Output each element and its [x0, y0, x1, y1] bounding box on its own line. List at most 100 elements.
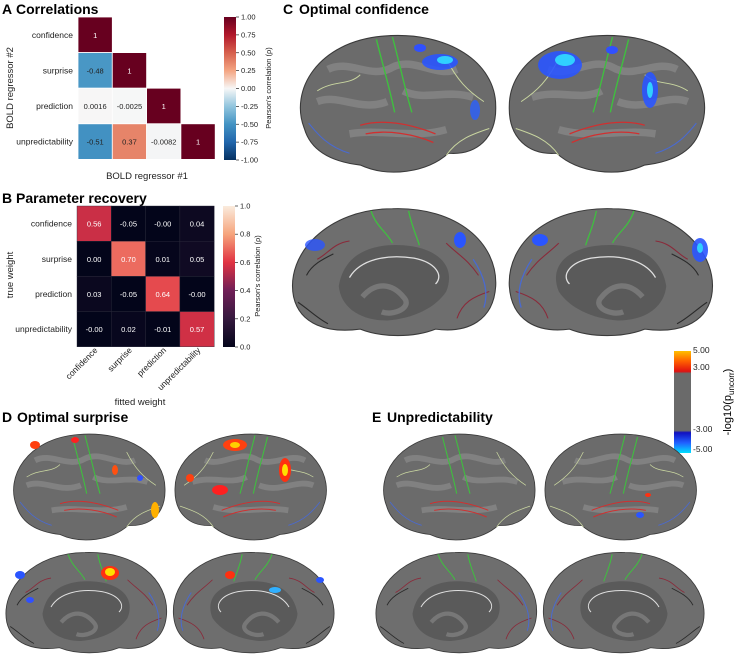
panel-a-title: Correlations [16, 1, 99, 17]
cell-value-label: -0.01 [154, 325, 171, 334]
colorbar-tick-label: 0.6 [240, 258, 250, 267]
confidence-right-lateral-brain [509, 35, 704, 172]
cell-value-label: 0.03 [87, 290, 102, 299]
row-label: confidence [32, 30, 73, 40]
surprise-left-medial-brain [6, 552, 167, 652]
colorbar-tick-label: 1.00 [241, 13, 256, 22]
heatmap-cell [77, 16, 113, 53]
column-label: prediction [135, 345, 168, 378]
heatmap-cell [145, 240, 181, 277]
colorbar-tick-label: 0.00 [241, 84, 256, 93]
cell-value-label: 0.05 [190, 255, 205, 264]
row-label: prediction [35, 289, 72, 299]
cell-value-label: 0.00 [87, 255, 102, 264]
cell-value-label: 1 [162, 102, 166, 111]
cell-value-label: 1 [93, 31, 97, 40]
surprise-right-medial-brain [173, 552, 334, 652]
brain-colorbar-tick: 5.00 [693, 345, 710, 355]
heatmap-cell [180, 123, 216, 160]
cell-value-label: -0.00 [86, 325, 103, 334]
row-label: unpredictability [15, 324, 72, 334]
recovery-colorbar [223, 206, 235, 347]
heatmap-cell [111, 311, 146, 348]
colorbar-tick-label: -0.50 [241, 120, 258, 129]
cell-value-label: 0.56 [87, 220, 102, 229]
cell-value-label: 0.37 [122, 138, 137, 147]
panel-a-letter: A [2, 1, 12, 17]
column-label: confidence [63, 345, 99, 381]
surprise-left-lateral-brain [14, 434, 165, 540]
colorbar-tick-label: -1.00 [241, 156, 258, 165]
row-label: confidence [31, 219, 72, 229]
colorbar-tick-label: 1.0 [240, 202, 250, 211]
row-label: prediction [36, 101, 73, 111]
cell-value-label: 0.57 [190, 325, 205, 334]
surprise-right-lateral-brain [175, 434, 326, 540]
row-label: surprise [43, 65, 74, 75]
cell-value-label: -0.05 [120, 290, 137, 299]
colorbar-tick-label: 0.8 [240, 230, 250, 239]
cell-value-label: -0.05 [120, 220, 137, 229]
panel-e-title: Unpredictability [387, 409, 493, 425]
cell-value-label: -0.00 [188, 290, 205, 299]
parameter-recovery-heatmap: confidence 0.56 -0.05 -0.00 0.04 surprise 0.00… [15, 202, 250, 393]
heatmap-cell [111, 240, 146, 277]
corr-colorbar [224, 17, 236, 160]
colorbar-tick-label: -0.25 [241, 102, 258, 111]
colorbar-tick-label: 0.25 [241, 66, 256, 75]
corr-colorbar-label: Pearson's correlation (ρ) [264, 47, 273, 129]
heatmap-cell [76, 240, 112, 277]
colorbar-tick-label: 0.75 [241, 30, 256, 39]
panel-d-title: Optimal surprise [17, 409, 128, 425]
heatmap-cell [146, 123, 182, 160]
column-label: surprise [105, 345, 134, 374]
confidence-right-medial-brain [509, 209, 712, 336]
heatmap-cell [76, 311, 112, 348]
colorbar-tick-label: 0.50 [241, 48, 256, 57]
cell-value-label: -0.51 [87, 138, 104, 147]
heatmap-cell [179, 240, 215, 277]
unpredictability-right-lateral-brain [545, 434, 696, 540]
cell-value-label: -0.0025 [117, 102, 142, 111]
confidence-left-medial-brain [293, 209, 496, 336]
heatmap-cell [76, 205, 112, 242]
brain-colorbar-label: -log10(puncorr) [722, 369, 736, 436]
row-label: surprise [42, 254, 73, 264]
cell-value-label: -0.0082 [151, 138, 176, 147]
heatmap-cell [77, 52, 113, 89]
heatmap-cell [145, 311, 181, 348]
unpredictability-right-medial-brain [543, 552, 704, 652]
confidence-left-lateral-brain [300, 35, 495, 172]
heatmap-cell [145, 205, 181, 242]
correlation-heatmap: confidence 1 surprise -0.48 1 prediction 0.00 1… [16, 13, 258, 165]
heatmap-cell [111, 123, 148, 160]
brain-colorbar-tick: -3.00 [693, 424, 713, 434]
heatmap-cell [146, 87, 182, 125]
corr-y-label: BOLD regressor #2 [5, 47, 16, 129]
heatmap-cell [179, 276, 215, 312]
brain-colorbar [674, 351, 691, 453]
heatmap-cell [76, 276, 112, 312]
brain-colorbar-tick: 3.00 [693, 362, 710, 372]
heatmap-cell [179, 205, 215, 242]
panel-c-title: Optimal confidence [299, 1, 429, 17]
colorbar-tick-label: -0.75 [241, 138, 258, 147]
unpredictability-left-medial-brain [376, 552, 537, 652]
cell-value-label: -0.48 [87, 66, 104, 75]
panel-c-letter: C [283, 1, 293, 17]
panel-d-letter: D [2, 409, 12, 425]
panel-e-letter: E [372, 409, 381, 425]
cell-value-label: 1 [196, 138, 200, 147]
cell-value-label: 0.70 [121, 255, 136, 264]
heatmap-cell [145, 276, 181, 312]
heatmap-cell [179, 311, 215, 348]
heatmap-cell [77, 123, 113, 160]
colorbar-tick-label: 0.2 [240, 314, 250, 323]
cell-value-label: 1 [127, 66, 131, 75]
cell-value-label: 0.04 [190, 220, 205, 229]
corr-x-label: BOLD regressor #1 [106, 171, 188, 182]
cell-value-label: 0.64 [155, 290, 170, 299]
panel-b-title: Parameter recovery [16, 190, 147, 206]
